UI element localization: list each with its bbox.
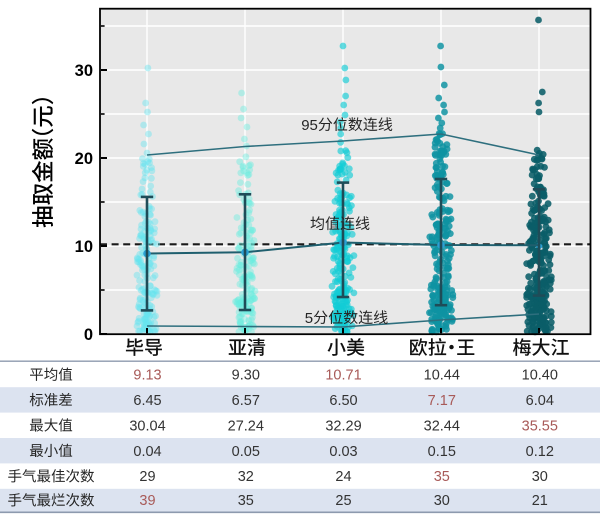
- svg-text:0: 0: [84, 326, 93, 344]
- svg-text:32.44: 32.44: [424, 418, 460, 434]
- svg-text:0.12: 0.12: [526, 444, 554, 460]
- svg-text:35: 35: [238, 493, 254, 509]
- svg-text:32: 32: [238, 469, 254, 485]
- svg-text:24: 24: [335, 469, 351, 485]
- svg-text:10: 10: [75, 238, 93, 256]
- svg-text:10.44: 10.44: [424, 368, 460, 384]
- svg-text:20: 20: [75, 150, 93, 168]
- svg-text:30: 30: [532, 469, 548, 485]
- svg-text:30: 30: [434, 493, 450, 509]
- svg-text:0.05: 0.05: [232, 444, 260, 460]
- svg-text:30: 30: [75, 62, 93, 80]
- svg-text:27.24: 27.24: [228, 418, 264, 434]
- svg-text:0.03: 0.03: [329, 444, 357, 460]
- svg-text:30.04: 30.04: [129, 418, 165, 434]
- svg-text:35: 35: [434, 469, 450, 485]
- svg-text:6.50: 6.50: [329, 393, 357, 409]
- svg-text:6.45: 6.45: [133, 393, 161, 409]
- svg-text:95: 95: [301, 117, 318, 134]
- svg-text:39: 39: [139, 493, 155, 509]
- svg-text:9.30: 9.30: [232, 368, 260, 384]
- svg-text:5: 5: [305, 310, 313, 327]
- svg-text:10.71: 10.71: [325, 368, 361, 384]
- svg-text:32.29: 32.29: [325, 418, 361, 434]
- svg-text:6.04: 6.04: [526, 393, 554, 409]
- svg-text:10.40: 10.40: [522, 368, 558, 384]
- svg-text:9.13: 9.13: [133, 368, 161, 384]
- svg-text:25: 25: [335, 493, 351, 509]
- svg-text:6.57: 6.57: [232, 393, 260, 409]
- svg-text:0.04: 0.04: [133, 444, 161, 460]
- svg-text:0.15: 0.15: [428, 444, 456, 460]
- svg-text:7.17: 7.17: [428, 393, 456, 409]
- svg-text:21: 21: [532, 493, 548, 509]
- svg-text:29: 29: [139, 469, 155, 485]
- svg-text:35.55: 35.55: [522, 418, 558, 434]
